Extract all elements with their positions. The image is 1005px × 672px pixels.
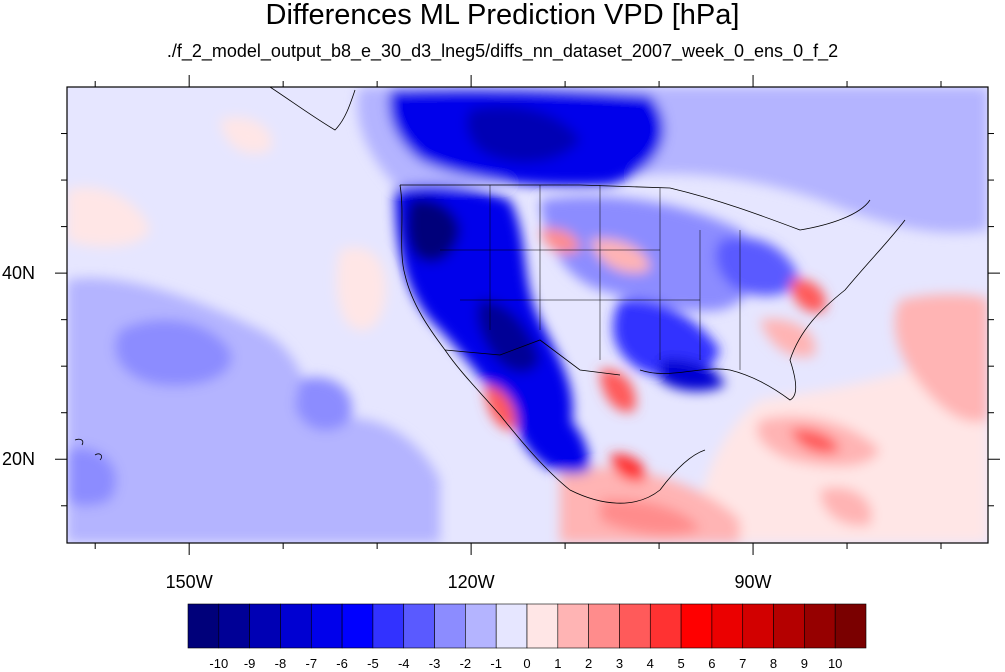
colorbar-swatch bbox=[218, 603, 250, 649]
colorbar-swatch bbox=[680, 603, 713, 649]
field-patch bbox=[485, 385, 516, 431]
field-patch bbox=[610, 454, 646, 482]
colorbar-label: -1 bbox=[490, 656, 502, 671]
field-patch bbox=[540, 196, 758, 311]
field-patch bbox=[760, 319, 816, 357]
colorbar-label: -9 bbox=[244, 656, 256, 671]
gulf-atlantic-coastline bbox=[639, 219, 906, 401]
colorbar-swatch bbox=[711, 603, 744, 649]
colorbar-label: 9 bbox=[801, 656, 808, 671]
colorbar-swatch bbox=[557, 603, 589, 649]
field-patch bbox=[336, 247, 386, 331]
field-patch bbox=[67, 448, 117, 506]
map-subtitle: ./f_2_model_output_b8_e_30_d3_lneg5/diff… bbox=[166, 41, 839, 61]
colorbar-swatch bbox=[434, 603, 466, 649]
colorbar-swatch bbox=[341, 603, 374, 649]
map-field bbox=[67, 87, 988, 543]
us-canada-border bbox=[400, 184, 671, 189]
colorbar-label: -10 bbox=[209, 656, 228, 671]
colorbar-swatch bbox=[465, 603, 497, 649]
colorbar-swatch bbox=[280, 603, 312, 649]
colorbar-swatch bbox=[187, 603, 220, 649]
map-frame bbox=[66, 86, 989, 544]
colorbar-label: -2 bbox=[460, 656, 472, 671]
lon-tick-label: 90W bbox=[734, 572, 772, 592]
colorbar-swatch bbox=[619, 603, 651, 649]
colorbar-swatch bbox=[249, 603, 281, 649]
field-patch bbox=[114, 319, 232, 386]
colorbar-label: 3 bbox=[616, 656, 623, 671]
colorbar-label: -5 bbox=[367, 656, 379, 671]
map-title: Differences ML Prediction VPD [hPa] bbox=[265, 0, 740, 31]
hawaii-coastline bbox=[74, 438, 103, 461]
field-patch bbox=[600, 369, 636, 412]
state-borders bbox=[440, 185, 741, 370]
colorbar-label: 5 bbox=[677, 656, 684, 671]
field-patch bbox=[67, 417, 440, 543]
field-patch bbox=[790, 279, 826, 313]
colorbar-label: 2 bbox=[585, 656, 592, 671]
colorbar-label: 10 bbox=[828, 656, 842, 671]
colorbar-label: 4 bbox=[647, 656, 654, 671]
colorbar-label: -3 bbox=[429, 656, 441, 671]
colorbar-swatch bbox=[495, 603, 528, 649]
field-patch bbox=[600, 499, 700, 536]
alaska-coastline bbox=[269, 87, 356, 131]
colorbar-swatch bbox=[649, 603, 682, 649]
colorbar-swatch bbox=[588, 603, 620, 649]
colorbar-swatch bbox=[742, 603, 774, 649]
colorbar-label: -4 bbox=[398, 656, 410, 671]
field-patch bbox=[660, 359, 725, 392]
lon-tick-label: 150W bbox=[165, 572, 213, 592]
colorbar-swatch bbox=[403, 603, 435, 649]
great-lakes-border bbox=[669, 187, 871, 231]
field-patch bbox=[612, 299, 720, 379]
colorbar-label: -8 bbox=[275, 656, 287, 671]
field-patch bbox=[790, 428, 840, 454]
map-boundaries bbox=[74, 87, 906, 504]
field-patch bbox=[406, 198, 460, 262]
field-patch bbox=[220, 117, 272, 154]
lat-tick-marks bbox=[55, 133, 1000, 507]
field-patch bbox=[820, 487, 872, 526]
colorbar-swatch bbox=[773, 603, 805, 649]
field-patch bbox=[590, 239, 650, 273]
lat-tick-label: 40N bbox=[2, 263, 36, 284]
field-patch bbox=[715, 237, 800, 296]
colorbar-label: 6 bbox=[708, 656, 715, 671]
field-patch bbox=[467, 106, 580, 163]
colorbar-swatch bbox=[834, 603, 867, 649]
colorbar-label: 8 bbox=[770, 656, 777, 671]
field-patch bbox=[295, 377, 352, 431]
field-patch bbox=[540, 228, 580, 254]
colorbar-label: -6 bbox=[336, 656, 348, 671]
field-patch bbox=[67, 187, 150, 247]
lon-tick-marks bbox=[94, 75, 942, 555]
colorbar-swatch bbox=[310, 603, 343, 649]
pacific-coastline bbox=[399, 184, 706, 504]
colorbar: -10 -9 -8 -7 -6 -5 -4 -3 -2 -1 0 1 2 3 4 5 6 7 8 9 10 bbox=[187, 603, 867, 671]
colorbar-swatch bbox=[372, 603, 405, 649]
lat-tick-label: 20N bbox=[2, 449, 36, 470]
colorbar-label: -7 bbox=[305, 656, 317, 671]
colorbar-label: 1 bbox=[554, 656, 561, 671]
colorbar-swatch bbox=[804, 603, 836, 649]
field-patch bbox=[894, 294, 988, 422]
lon-tick-label: 120W bbox=[447, 572, 495, 592]
us-mexico-border bbox=[444, 339, 621, 376]
colorbar-label: 7 bbox=[739, 656, 746, 671]
colorbar-swatch bbox=[526, 603, 559, 649]
colorbar-label: 0 bbox=[523, 656, 530, 671]
